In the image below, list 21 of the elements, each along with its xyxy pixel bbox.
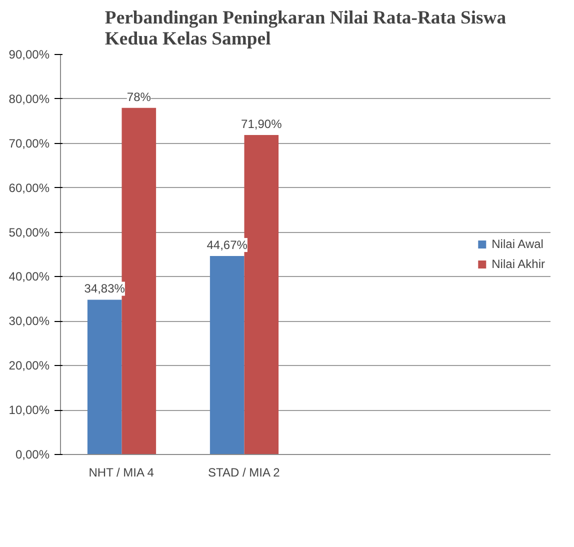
y-tick-label: 50,00%: [8, 225, 50, 240]
legend-label: Nilai Akhir: [492, 257, 545, 271]
legend-label: Nilai Awal: [492, 237, 544, 251]
y-tick-label: 0,00%: [15, 448, 50, 462]
y-tick-label: 80,00%: [8, 92, 50, 106]
y-tick-label: 90,00%: [8, 48, 50, 62]
data-label: 44,67%: [206, 238, 248, 252]
x-tick-label: NHT / MIA 4: [88, 466, 154, 480]
y-tick-label: 10,00%: [8, 403, 50, 418]
data-label: 78%: [126, 90, 152, 104]
data-label: 34,83%: [84, 282, 126, 296]
x-tick-label: STAD / MIA 2: [208, 466, 280, 480]
y-tick-label: 40,00%: [8, 270, 50, 284]
y-tick-label: 60,00%: [8, 180, 50, 195]
bar: [210, 256, 244, 454]
data-label: 71,90%: [241, 116, 282, 131]
y-tick-label: 20,00%: [8, 358, 50, 373]
bar: [87, 300, 122, 454]
y-tick-label: 70,00%: [8, 136, 50, 150]
chart-title: Perbandingan Peningkaran Nilai Rata-Rata Siswa Kedua Kelas Sampel: [104, 8, 507, 50]
y-tick-label: 30,00%: [8, 314, 50, 328]
